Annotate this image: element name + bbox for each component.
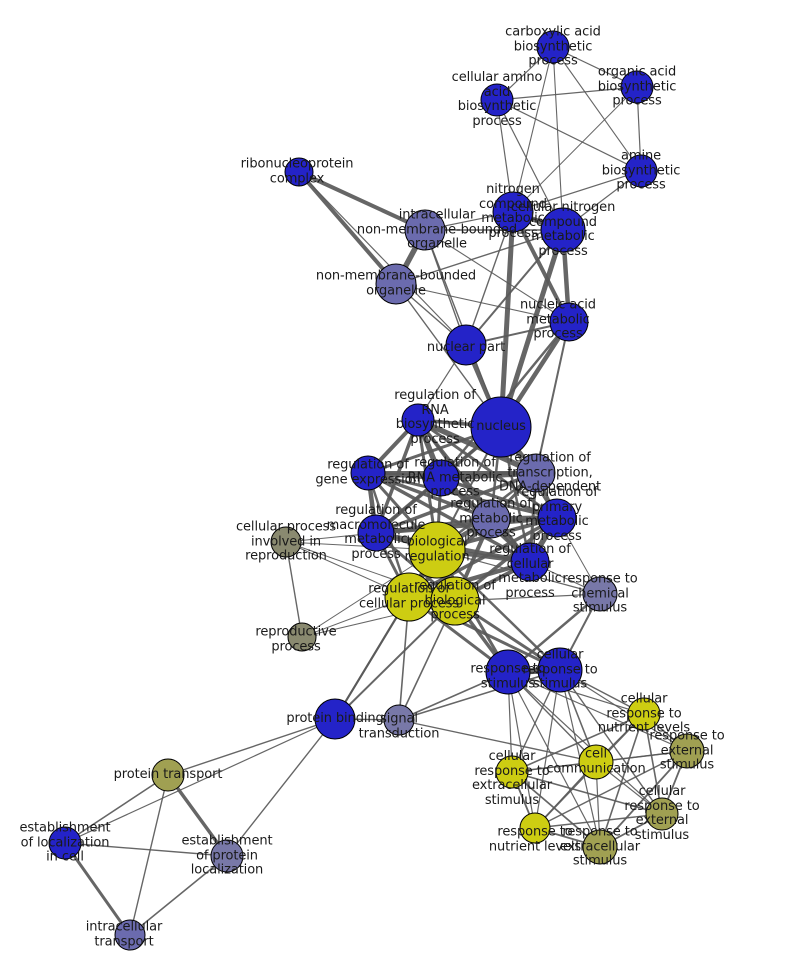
graph-node[interactable] [549,302,589,342]
graph-node[interactable] [519,812,551,844]
graph-edge [511,771,663,815]
graph-node[interactable] [48,826,82,860]
graph-node[interactable] [669,733,705,769]
graph-edge [512,170,642,213]
graph-node[interactable] [151,758,185,792]
graph-node[interactable] [383,704,415,736]
graph-node[interactable] [485,649,531,695]
graph-edge [496,86,638,101]
graph-node[interactable] [620,70,654,104]
graph-node[interactable] [510,542,550,582]
graph-node[interactable] [492,191,534,233]
graph-node[interactable] [470,396,532,458]
graph-node[interactable] [537,498,577,538]
graph-edge [366,471,493,521]
graph-edge [512,46,554,213]
edge-layer [63,46,688,937]
graph-edge [559,669,663,815]
graph-node[interactable] [430,576,480,626]
graph-node[interactable] [645,797,679,831]
graph-node[interactable] [287,622,317,652]
graph-node[interactable] [401,403,435,437]
graph-node[interactable] [582,829,618,865]
graph-edge [226,718,336,857]
graph-edge [166,773,229,858]
graph-edge [374,471,538,535]
graph-node[interactable] [582,576,618,612]
graph-edge [64,718,336,844]
graph-edge [534,813,663,829]
graph-node[interactable] [422,459,460,497]
graph-edge [511,771,601,848]
graph-edge [534,750,688,829]
graph-edge [395,229,564,285]
graph-edge [465,211,514,346]
graph-node[interactable] [471,499,511,539]
graph-edge [435,548,562,672]
graph-edge [507,671,688,752]
graph-node[interactable] [314,698,356,740]
graph-node[interactable] [536,30,570,64]
graph-edge [334,600,456,720]
graph-edge [496,99,564,231]
graph-node[interactable] [627,697,661,731]
graph-node[interactable] [495,755,529,789]
graph-edge [415,417,539,476]
graph-edge [297,170,398,286]
graph-edge [129,774,169,936]
graph-node[interactable] [578,744,614,780]
graph-node[interactable] [624,154,658,188]
graph-edge [559,669,688,752]
graph-edge [496,99,642,172]
graph-edge [297,170,427,232]
graph-node[interactable] [357,514,395,552]
graph-node[interactable] [384,572,434,622]
graph-edge [552,46,564,231]
graph-edge [298,171,467,346]
graph-edge [398,719,597,763]
graph-node[interactable] [404,209,446,251]
graph-node[interactable] [350,455,386,491]
graph-node[interactable] [270,526,302,558]
graph-node[interactable] [408,521,466,579]
graph-node[interactable] [284,157,314,187]
graph-edge [535,321,570,474]
graph-edge [64,842,228,857]
graph-edge [507,671,536,829]
graph-node[interactable] [114,919,146,951]
graph-edge [366,471,559,520]
graph-node[interactable] [480,83,514,117]
graph-node[interactable] [537,647,583,693]
graph-edge [63,841,132,937]
graph-edge [498,209,516,430]
graph-edge [129,855,228,936]
graph-edge [395,283,570,323]
graph-edge [552,46,642,172]
graph-edge [511,713,645,773]
graph-node[interactable] [516,453,556,493]
graph-edge [534,669,561,829]
graph-edge [599,713,645,848]
graph-node[interactable] [445,324,487,366]
graph-edge [507,671,663,815]
graph-node[interactable] [375,263,417,305]
graph-edge [285,541,303,638]
graph-edge [507,671,601,848]
node-layer [48,30,705,951]
graph-node[interactable] [540,207,586,253]
graph-edge [512,86,638,213]
graph-edge [643,713,663,815]
graph-node[interactable] [210,839,244,873]
graph-edge [167,718,336,776]
graph-edge [424,229,570,323]
graph-edge [398,669,561,721]
graph-edge [439,476,559,520]
graph-edge [64,774,169,844]
